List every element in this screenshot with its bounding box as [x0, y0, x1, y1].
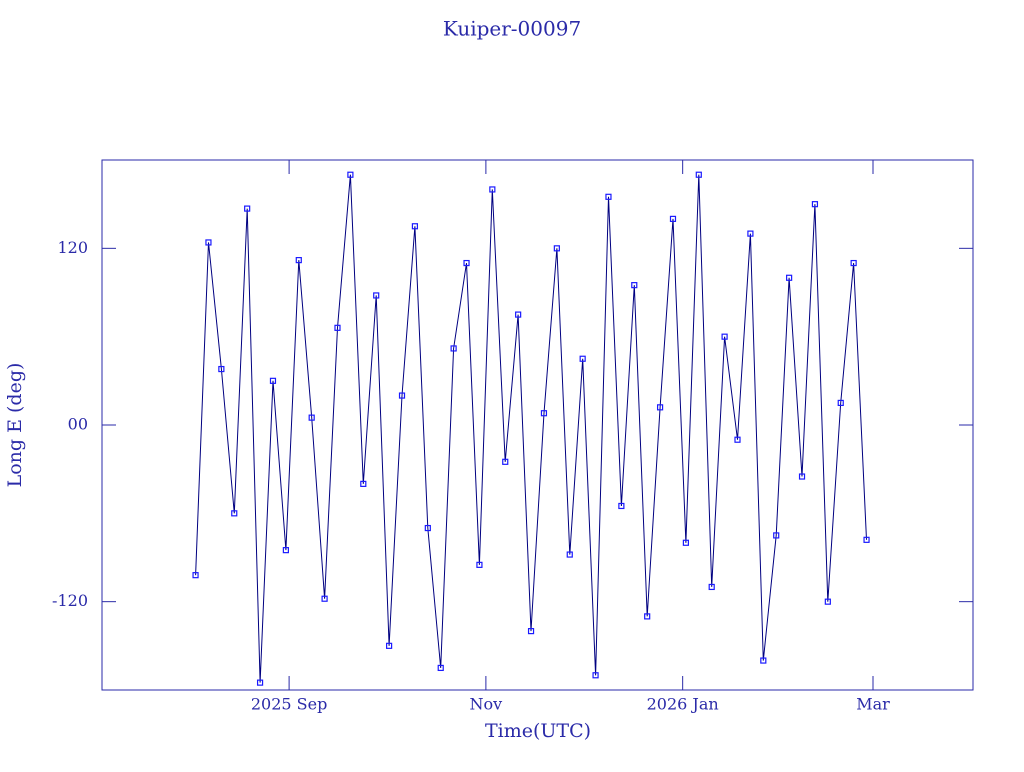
data-point [682, 539, 689, 546]
data-point [734, 436, 741, 443]
data-point [476, 561, 483, 568]
x-tick-label: 2025 Sep [251, 695, 327, 714]
data-point [386, 642, 393, 649]
data-point [437, 664, 444, 672]
data-point [566, 551, 573, 558]
plot-frame [101, 159, 974, 691]
data-point [540, 410, 548, 417]
data-point [553, 245, 560, 252]
y-tick-label: -120 [52, 591, 88, 610]
data-point [721, 333, 728, 340]
data-point [192, 572, 199, 579]
data-point [347, 171, 354, 178]
data-point [760, 657, 767, 664]
data-point [824, 598, 831, 605]
data-point [398, 392, 406, 399]
data-point [334, 324, 341, 331]
data-point [592, 672, 599, 679]
data-point [837, 399, 844, 407]
data-point [605, 193, 612, 200]
data-point [527, 628, 535, 635]
data-point [669, 215, 677, 222]
data-point [644, 613, 651, 620]
y-tick-label: 120 [57, 238, 88, 257]
data-point [411, 223, 419, 230]
data-point [269, 377, 277, 384]
y-axis-label: Long E (deg) [4, 363, 26, 488]
data-point [786, 274, 793, 281]
data-point [863, 536, 870, 543]
data-point [424, 524, 431, 532]
data-point [256, 679, 264, 686]
data-point [773, 532, 780, 539]
data-point [295, 257, 302, 264]
data-point [515, 311, 522, 318]
data-point [747, 230, 754, 237]
data-point [360, 480, 367, 487]
data-point [656, 404, 664, 411]
data-point [850, 259, 857, 267]
x-tick-label: Nov [470, 695, 503, 714]
data-point [231, 510, 238, 517]
data-point [798, 473, 806, 480]
x-tick-label: Mar [856, 695, 890, 714]
x-tick-label: 2026 Jan [647, 695, 719, 714]
data-point [489, 186, 496, 193]
data-point [205, 239, 212, 246]
data-point [502, 458, 509, 465]
data-point [579, 355, 586, 362]
data-point [708, 583, 715, 591]
x-axis-label: Time(UTC) [485, 720, 591, 742]
y-tick-label: 00 [68, 415, 88, 434]
chart-title: Kuiper-00097 [443, 17, 581, 41]
series-line [195, 174, 867, 683]
data-point [282, 547, 289, 554]
data-point [463, 259, 470, 267]
data-point [811, 201, 819, 208]
data-point [695, 171, 702, 178]
data-point [321, 595, 328, 602]
data-point [218, 365, 225, 373]
data-point [450, 345, 457, 352]
data-point [618, 502, 625, 510]
data-point [308, 414, 315, 421]
data-point [244, 205, 251, 212]
data-point [373, 292, 380, 299]
data-point [631, 282, 638, 289]
